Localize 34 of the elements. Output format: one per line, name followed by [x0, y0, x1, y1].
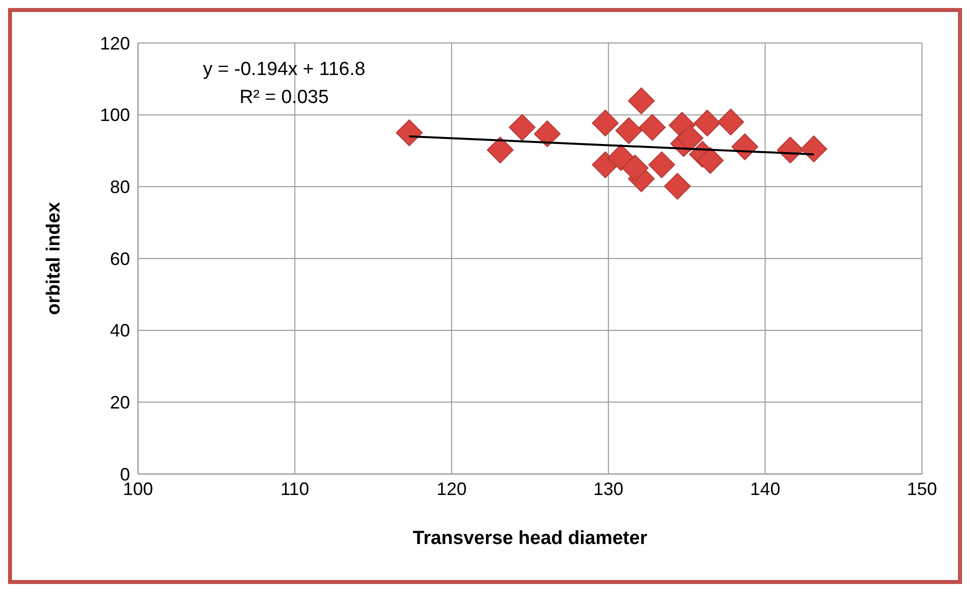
point — [534, 120, 561, 148]
point — [615, 117, 642, 144]
y-tick-label: 80 — [110, 177, 130, 198]
y-tick-label: 120 — [100, 33, 130, 54]
point — [694, 110, 721, 136]
y-tick-label: 20 — [110, 392, 130, 413]
y-axis-title: orbital index — [44, 202, 65, 315]
x-axis-title: Transverse head diameter — [412, 528, 648, 549]
x-tick-label: 120 — [436, 478, 467, 499]
point — [731, 133, 758, 160]
point — [592, 151, 619, 178]
point — [696, 147, 724, 174]
point — [648, 151, 676, 178]
point — [638, 114, 666, 141]
x-tick-label: 140 — [750, 478, 780, 499]
point — [717, 108, 744, 136]
point — [592, 110, 619, 136]
x-tick-label: 150 — [906, 478, 938, 499]
point — [396, 119, 423, 146]
point — [628, 87, 655, 114]
x-tick-label: 110 — [280, 478, 310, 499]
point — [664, 172, 691, 200]
point — [676, 124, 704, 152]
y-tick-label: 100 — [100, 105, 130, 126]
point — [622, 154, 648, 182]
annotation: R² = 0.035 — [238, 86, 330, 110]
point — [800, 136, 828, 162]
y-tick-label: 40 — [110, 320, 130, 341]
point — [508, 114, 536, 141]
point — [486, 136, 514, 164]
x-tick-label: 130 — [593, 478, 624, 499]
annotation: y = -0.194x + 116.8 — [203, 58, 366, 82]
point — [608, 144, 634, 171]
y-tick-label: 60 — [110, 248, 130, 269]
